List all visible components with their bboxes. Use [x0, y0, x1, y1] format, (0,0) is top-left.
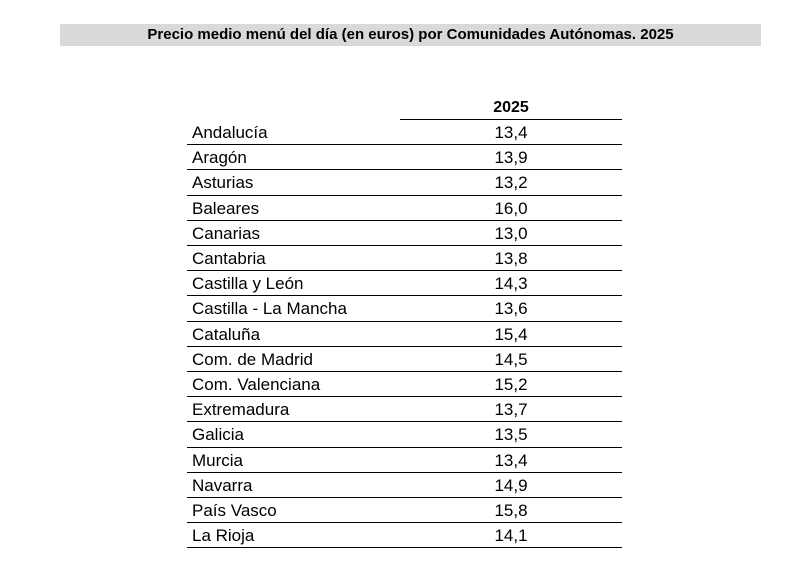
table-row: País Vasco 15,8 — [187, 498, 622, 524]
price-value: 14,3 — [494, 274, 528, 294]
region-name: La Rioja — [192, 526, 255, 546]
price-value: 13,0 — [494, 223, 528, 243]
table-row: Andalucía 13,4 — [187, 120, 622, 146]
region-name: Andalucía — [192, 123, 268, 142]
region-name: Murcia — [192, 450, 244, 470]
price-value: 14,9 — [494, 475, 528, 495]
table-row: Cantabria 13,8 — [187, 246, 622, 272]
table-row: Aragón 13,9 — [187, 145, 622, 171]
region-name: Canarias — [192, 223, 261, 243]
price-value: 13,8 — [494, 249, 528, 268]
region-name: Galicia — [192, 425, 244, 445]
price-value: 15,2 — [494, 375, 528, 394]
price-value: 14,5 — [494, 349, 528, 369]
region-name: Navarra — [192, 475, 253, 495]
region-name: Asturias — [192, 173, 254, 193]
price-value: 13,9 — [494, 148, 528, 168]
price-value: 13,4 — [494, 450, 528, 470]
region-name: País Vasco — [192, 501, 277, 520]
table-row: La Rioja 14,1 — [187, 523, 622, 549]
table-row: Com. Valenciana 15,2 — [187, 372, 622, 398]
table-row: Castilla - La Mancha 13,6 — [187, 296, 622, 322]
region-name: Extremadura — [192, 400, 290, 420]
table-row: Cataluña 15,4 — [187, 322, 622, 347]
column-header: 2025 — [400, 96, 622, 120]
price-value: 13,2 — [494, 173, 528, 193]
price-value: 13,4 — [494, 123, 528, 142]
region-name: Castilla y León — [192, 274, 304, 294]
table-row: Asturias 13,2 — [187, 170, 622, 196]
region-name: Com. Valenciana — [192, 375, 321, 394]
price-value: 16,0 — [494, 198, 528, 218]
region-name: Castilla - La Mancha — [192, 299, 347, 319]
table-row: Baleares 16,0 — [187, 196, 622, 221]
region-name: Cataluña — [192, 324, 261, 344]
table-row: Murcia 13,4 — [187, 448, 622, 473]
region-name: Cantabria — [192, 249, 266, 268]
region-name: Aragón — [192, 148, 247, 168]
region-name: Baleares — [192, 198, 260, 218]
table-row: Galicia 13,5 — [187, 422, 622, 448]
title: Precio medio menú del día (en euros) por… — [60, 24, 761, 46]
table-row: Navarra 14,9 — [187, 473, 622, 498]
price-value: 15,4 — [494, 324, 528, 344]
price-value: 13,7 — [494, 400, 528, 420]
price-value: 13,5 — [494, 425, 528, 445]
table-row: Extremadura 13,7 — [187, 397, 622, 423]
table-row: Castilla y León 14,3 — [187, 271, 622, 297]
price-value: 13,6 — [494, 299, 528, 319]
region-name: Com. de Madrid — [192, 349, 313, 369]
table-row: Com. de Madrid 14,5 — [187, 347, 622, 372]
price-value: 14,1 — [494, 526, 528, 546]
price-value: 15,8 — [494, 501, 528, 520]
table-row: Canarias 13,0 — [187, 221, 622, 246]
